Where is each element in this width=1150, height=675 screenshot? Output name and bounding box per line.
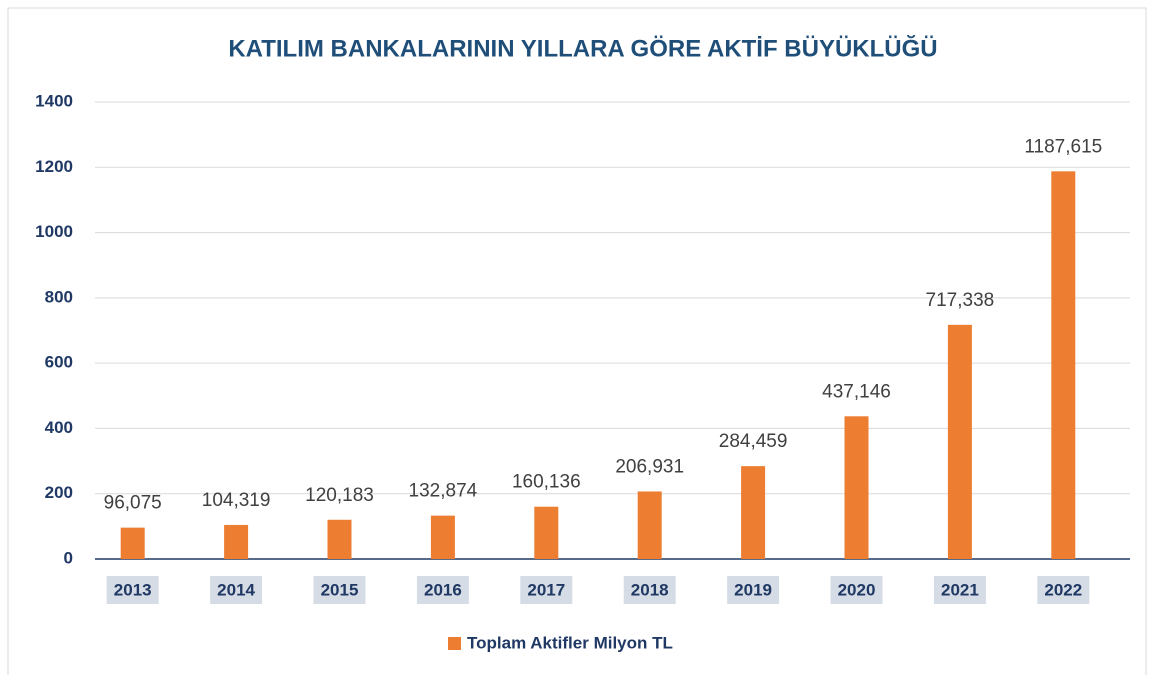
data-label: 284,459	[719, 431, 788, 452]
x-tick-background	[313, 576, 366, 604]
bar	[534, 506, 559, 559]
y-tick-label: 1200	[35, 157, 73, 176]
bar	[1051, 171, 1076, 559]
data-label: 1187,615	[1024, 136, 1102, 157]
legend-label: Toplam Aktifler Milyon TL	[467, 633, 673, 652]
data-label: 120,183	[305, 485, 374, 506]
x-tick-label: 2021	[941, 580, 979, 599]
x-tick-background	[1037, 576, 1090, 604]
bar	[430, 515, 455, 559]
x-tick-label: 2022	[1044, 580, 1082, 599]
x-tick-background	[416, 576, 469, 604]
bar	[844, 416, 869, 559]
x-tick-label: 2016	[424, 580, 462, 599]
bar	[120, 527, 145, 559]
x-tick-background	[727, 576, 780, 604]
bar	[637, 491, 662, 559]
chart-title: KATILIM BANKALARININ YILLARA GÖRE AKTİF …	[228, 34, 937, 62]
data-label: 96,075	[104, 493, 162, 514]
y-tick-label: 400	[45, 418, 73, 437]
data-label: 437,146	[822, 381, 891, 402]
y-tick-label: 1000	[35, 222, 73, 241]
y-tick-label: 1400	[35, 91, 73, 110]
y-tick-label: 0	[64, 548, 73, 567]
x-tick-label: 2013	[114, 580, 152, 599]
x-tick-label: 2019	[734, 580, 772, 599]
data-label: 206,931	[615, 456, 684, 477]
chart-border	[7, 7, 1147, 675]
y-tick-label: 800	[45, 287, 73, 306]
y-tick-label: 200	[45, 483, 73, 502]
x-tick-background	[210, 576, 263, 604]
bar	[741, 466, 766, 559]
bar	[327, 519, 352, 559]
data-label: 104,319	[202, 490, 271, 511]
x-tick-background	[520, 576, 573, 604]
y-tick-label: 600	[45, 353, 73, 372]
bar	[224, 524, 249, 559]
bar	[947, 324, 972, 559]
data-label: 717,338	[926, 290, 995, 311]
x-tick-label: 2015	[321, 580, 359, 599]
x-tick-label: 2017	[527, 580, 565, 599]
legend-swatch	[448, 637, 461, 650]
x-tick-label: 2014	[217, 580, 255, 599]
x-tick-label: 2018	[631, 580, 669, 599]
x-tick-label: 2020	[838, 580, 876, 599]
data-label: 132,874	[409, 481, 478, 502]
x-tick-background	[106, 576, 159, 604]
x-tick-background	[830, 576, 883, 604]
data-label: 160,136	[512, 472, 581, 493]
x-tick-background	[623, 576, 676, 604]
x-tick-background	[933, 576, 986, 604]
